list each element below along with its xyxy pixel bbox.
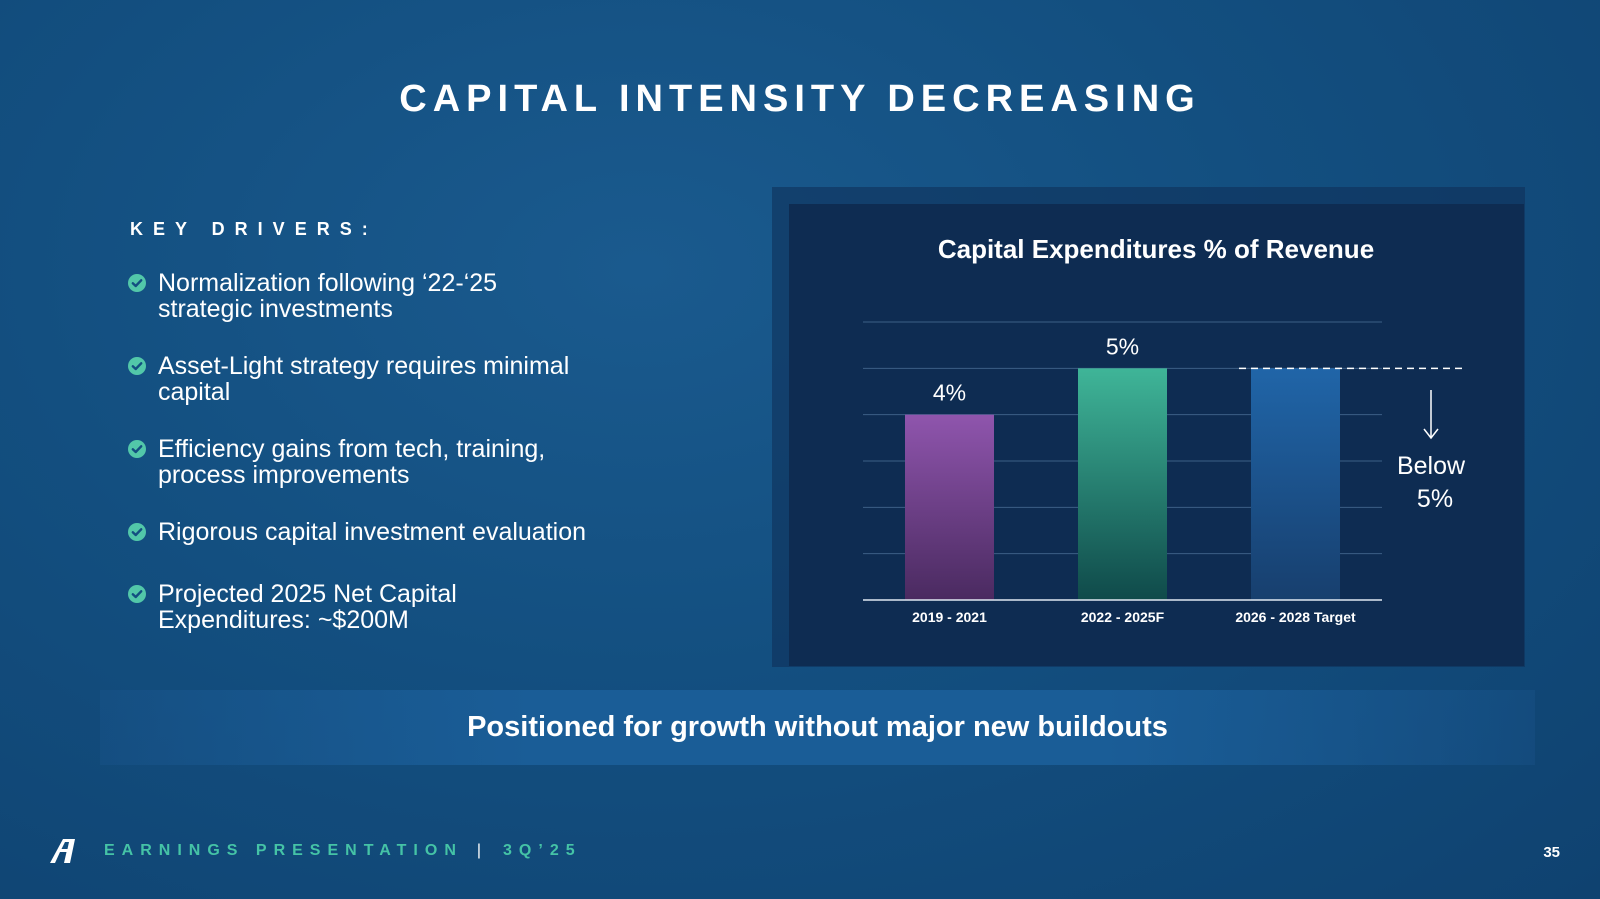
driver-text-line1: Projected 2025 Net Capital: [158, 580, 457, 608]
annotation-text: 5%: [1417, 485, 1453, 513]
key-drivers-heading: KEY DRIVERS:: [130, 219, 378, 239]
footer-label: EARNINGS PRESENTATION: [104, 842, 463, 859]
footer-separator: |: [476, 842, 482, 859]
driver-item: Rigorous capital investment evaluation: [128, 519, 698, 545]
driver-text-line1: Rigorous capital investment evaluation: [158, 518, 587, 546]
bar: [1251, 368, 1340, 600]
footer-quarter: 3Q’25: [503, 842, 582, 859]
chart-title: Capital Expenditures % of Revenue: [938, 234, 1374, 264]
annotation-text: Below: [1397, 452, 1466, 480]
capex-bar-chart: Capital Expenditures % of Revenue 4% 2019 …: [863, 234, 1467, 625]
driver-text-line2: process improvements: [158, 461, 410, 489]
driver-text-line1: Asset-Light strategy requires minimal: [158, 352, 570, 380]
check-circle-icon: [128, 585, 146, 603]
driver-item: Projected 2025 Net Capital Expenditures:…: [128, 581, 698, 633]
data-label: 4%: [933, 380, 966, 406]
x-tick-label: 2019 - 2021: [912, 609, 987, 625]
driver-text-line2: Expenditures: ~$200M: [158, 606, 409, 634]
bottom-banner: Positioned for growth without major new …: [100, 690, 1535, 765]
x-tick-label: 2026 - 2028 Target: [1235, 609, 1356, 625]
driver-text-line1: Efficiency gains from tech, training,: [158, 435, 546, 463]
bar: [1078, 368, 1167, 600]
a-logo-icon: [50, 839, 75, 863]
page-number: 35: [1543, 844, 1560, 861]
bar: [905, 414, 994, 600]
driver-item: Asset-Light strategy requires minimal ca…: [128, 353, 698, 405]
check-circle-icon: [128, 440, 146, 458]
slide-title: CAPITAL INTENSITY DECREASING: [399, 78, 1201, 120]
x-tick-label: 2022 - 2025F: [1081, 609, 1165, 625]
driver-item: Efficiency gains from tech, training, pr…: [128, 436, 698, 488]
data-label: 5%: [1106, 333, 1139, 359]
check-circle-icon: [128, 523, 146, 541]
footer: EARNINGS PRESENTATION | 3Q’25: [48, 838, 582, 864]
check-circle-icon: [128, 274, 146, 292]
driver-text-line1: Normalization following ‘22-‘25: [158, 269, 498, 297]
check-circle-icon: [128, 357, 146, 375]
banner-text: Positioned for growth without major new …: [467, 711, 1168, 743]
driver-text-line2: capital: [158, 378, 231, 406]
driver-item: Normalization following ‘22-‘25 strategi…: [128, 270, 698, 322]
arrow-down-head-icon: [1423, 428, 1439, 440]
driver-text-line2: strategic investments: [158, 295, 393, 323]
